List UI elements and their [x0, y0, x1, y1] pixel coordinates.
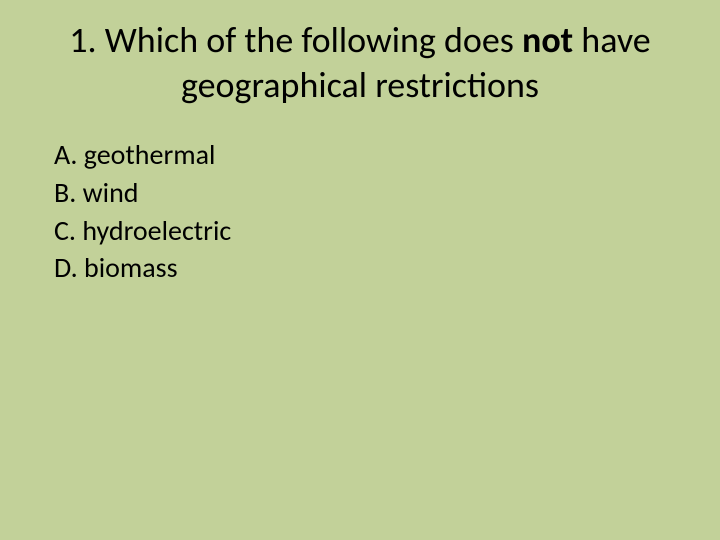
option-text: biomass — [84, 250, 178, 285]
option-text: geothermal — [84, 137, 216, 172]
options-list: A. geothermal B. wind C. hydroelectric D… — [48, 136, 672, 287]
slide-container: 1. Which of the following does not have … — [0, 0, 720, 540]
option-d: D. biomass — [54, 249, 672, 287]
option-a: A. geothermal — [54, 136, 672, 174]
option-text: wind — [83, 175, 139, 210]
question-title: 1. Which of the following does not have … — [48, 18, 672, 108]
option-label: B. — [54, 175, 76, 210]
option-text: hydroelectric — [82, 213, 231, 248]
option-c: C. hydroelectric — [54, 212, 672, 250]
option-b: B. wind — [54, 174, 672, 212]
option-label: A. — [54, 137, 77, 172]
title-bold: not — [522, 18, 573, 62]
title-prefix: 1. Which of the following does — [69, 18, 522, 62]
option-label: C. — [54, 213, 76, 248]
option-label: D. — [54, 250, 78, 285]
